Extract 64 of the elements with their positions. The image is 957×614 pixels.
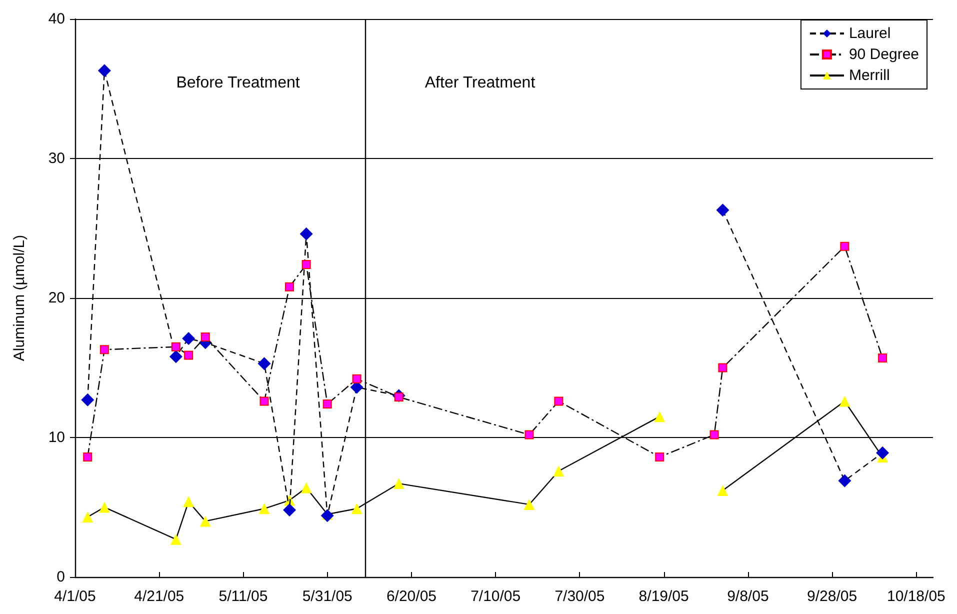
point: [878, 353, 888, 362]
point: [184, 350, 194, 360]
point: [182, 332, 196, 345]
point: [876, 446, 890, 460]
legend-label: Merrill: [848, 67, 890, 84]
point: [82, 512, 94, 523]
point: [524, 498, 535, 510]
point: [283, 504, 296, 517]
point: [98, 64, 111, 78]
point: [200, 516, 211, 527]
point: [655, 452, 664, 462]
x-tick-label: 7/10/05: [470, 588, 521, 605]
point: [716, 204, 730, 217]
point: [351, 503, 362, 514]
y-tick-label: 40: [48, 10, 65, 28]
x-tick-label: 4/1/05: [54, 588, 96, 605]
point: [170, 534, 182, 545]
point: [98, 502, 110, 513]
point: [718, 363, 728, 372]
x-tick-label: 9/8/05: [727, 588, 769, 605]
point: [839, 396, 850, 407]
point: [171, 342, 180, 352]
x-tick-label: 5/11/05: [218, 588, 268, 605]
y-axis-title: Aluminum (µmol/L): [11, 234, 28, 362]
point: [654, 411, 666, 422]
point: [710, 430, 719, 440]
point: [300, 482, 312, 494]
point: [524, 430, 534, 440]
point: [169, 350, 182, 364]
x-tick-label: 5/31/05: [302, 588, 352, 605]
point: [100, 345, 109, 354]
x-tick-label: 9/28/05: [807, 588, 858, 605]
x-tick-label: 4/21/05: [134, 588, 184, 605]
legend-label: Laurel: [848, 25, 891, 42]
point: [717, 485, 728, 496]
y-tick-label: 30: [48, 150, 65, 167]
point: [83, 452, 92, 462]
point: [553, 465, 564, 476]
point: [302, 260, 311, 270]
legend-label: 90 Degree: [848, 46, 920, 63]
point: [300, 227, 313, 240]
x-tick-label: 7/30/05: [554, 588, 605, 605]
point: [322, 400, 332, 409]
point: [183, 496, 194, 508]
point: [352, 374, 362, 384]
point: [840, 242, 850, 251]
x-tick-label: 6/20/05: [386, 588, 436, 605]
y-tick-label: 20: [48, 290, 65, 306]
point: [81, 393, 94, 406]
annotation: Before Treatment: [176, 74, 300, 92]
x-tick-label: 10/18/05: [886, 588, 946, 605]
y-tick-label: 10: [48, 429, 65, 446]
point: [554, 396, 564, 406]
annotation: After Treatment: [424, 74, 536, 92]
point: [200, 332, 210, 342]
point: [838, 474, 852, 488]
point: [258, 503, 270, 514]
point: [258, 357, 271, 370]
point: [320, 509, 334, 522]
point: [285, 282, 294, 292]
point: [260, 396, 269, 406]
point: [393, 478, 404, 490]
x-tick-label: 8/19/05: [638, 588, 689, 605]
y-tick-label: 0: [56, 568, 65, 586]
